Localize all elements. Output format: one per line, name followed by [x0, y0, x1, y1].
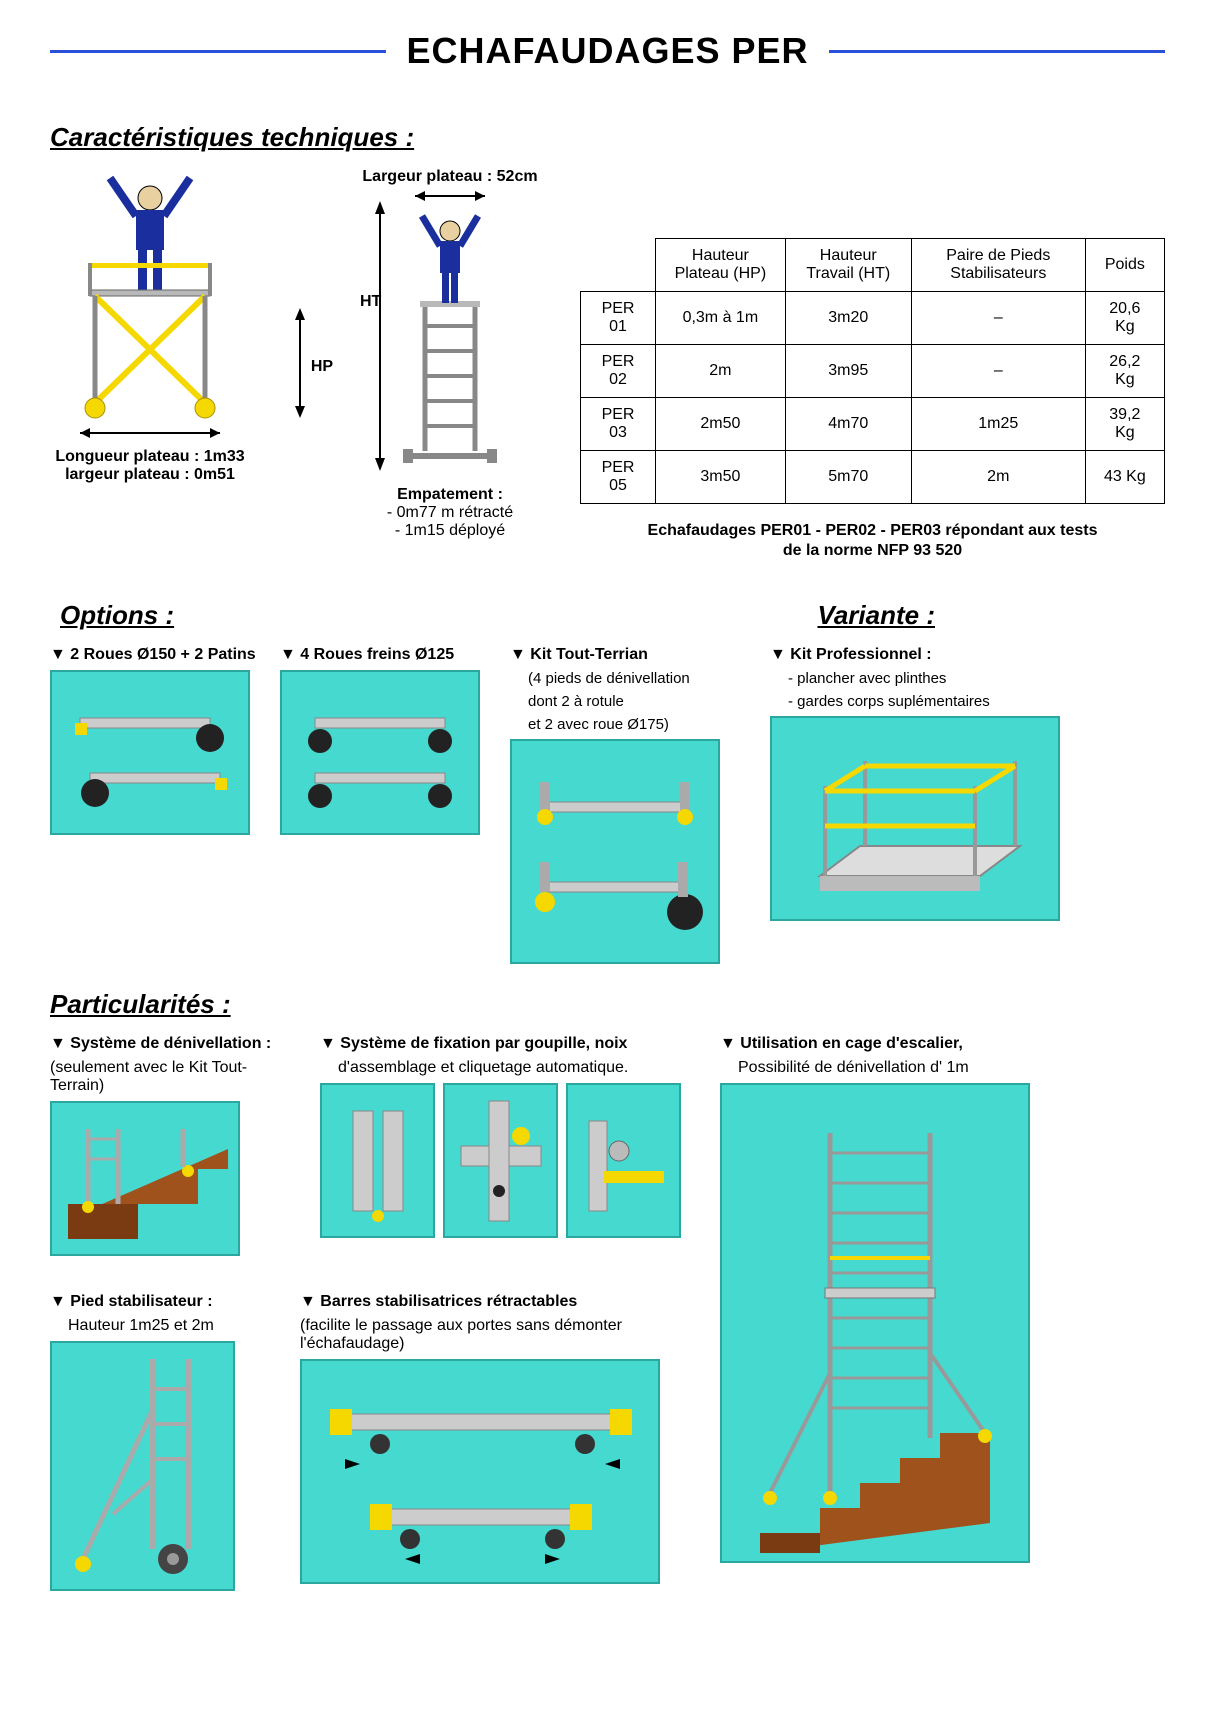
opt2-label: 4 Roues freins Ø125: [280, 646, 490, 664]
title-rule-right: [829, 50, 1165, 53]
opt2-thumb: [280, 670, 480, 835]
p2-thumb-b: [443, 1083, 558, 1238]
d2-top-label: Largeur plateau : 52cm: [362, 168, 537, 186]
options-heading: Options :: [60, 600, 174, 631]
p4-l1: Pied stabilisateur :: [50, 1293, 280, 1311]
p3-l2: Possibilité de dénivellation d' 1m: [738, 1059, 1040, 1077]
p2-thumb-c: [566, 1083, 681, 1238]
hp-svg: [60, 168, 240, 448]
norm-note-l1: Echafaudages PER01 - PER02 - PER03 répon…: [580, 522, 1165, 540]
title-rule-left: [50, 50, 386, 53]
th-stab: Paire de Pieds Stabilisateurs: [911, 239, 1085, 292]
ht-svg: HT: [360, 186, 540, 486]
opt2-svg: [290, 683, 470, 823]
table-row: PER 02 2m 3m95 – 26,2 Kg: [581, 345, 1165, 398]
partic-row-2: Pied stabilisateur : Hauteur 1m25 et 2m …: [50, 1293, 720, 1591]
length-label: Longueur plateau : 1m33: [55, 448, 244, 466]
opt3-label: Kit Tout-Terrian: [510, 646, 730, 664]
p1-l2: (seulement avec le Kit Tout-Terrain): [50, 1059, 300, 1095]
p1-svg: [58, 1109, 233, 1249]
var1-svg: [780, 726, 1050, 911]
diagram-hp: Longueur plateau : 1m33 largeur plateau …: [50, 168, 250, 484]
p2-thumb-a: [320, 1083, 435, 1238]
options-row: 2 Roues Ø150 + 2 Patins 4 Roues freins Ø…: [50, 646, 1165, 964]
p5-thumb: [300, 1359, 660, 1584]
page-title: ECHAFAUDAGES PER: [406, 30, 808, 72]
opt3-sub3: et 2 avec roue Ø175): [528, 716, 730, 733]
table-row: PER 03 2m50 4m70 1m25 39,2 Kg: [581, 398, 1165, 451]
var1-sub2: - gardes corps suplémentaires: [788, 693, 1070, 710]
th-ht: Hauteur Travail (HT): [785, 239, 911, 292]
norm-note-l2: de la norme NFP 93 520: [580, 542, 1165, 560]
table-row: PER 05 3m50 5m70 2m 43 Kg: [581, 451, 1165, 504]
hp-label: HP: [311, 358, 333, 376]
p1-thumb: [50, 1101, 240, 1256]
p4-svg: [58, 1349, 228, 1584]
th-blank: [581, 239, 656, 292]
width-label: largeur plateau : 0m51: [65, 466, 235, 484]
p2-l1: Système de fixation par goupille, noix: [320, 1035, 700, 1053]
diagram-ht: Largeur plateau : 52cm HT: [350, 168, 550, 540]
specs-heading: Caractéristiques techniques :: [50, 122, 1165, 153]
spec-table: Hauteur Plateau (HP) Hauteur Travail (HT…: [580, 238, 1165, 504]
opt1-label: 2 Roues Ø150 + 2 Patins: [50, 646, 260, 664]
p5-svg: [310, 1369, 650, 1574]
title-row: ECHAFAUDAGES PER: [50, 30, 1165, 72]
var1-sub1: - plancher avec plinthes: [788, 670, 1070, 687]
specs-row: Longueur plateau : 1m33 largeur plateau …: [50, 168, 1165, 560]
p5-l2: (facilite le passage aux portes sans dém…: [300, 1317, 720, 1353]
table-row: PER 01 0,3m à 1m 3m20 – 20,6 Kg: [581, 292, 1165, 345]
svg-text:HT: HT: [360, 293, 382, 310]
opt3-sub1: (4 pieds de dénivellation: [528, 670, 730, 687]
var1-label: Kit Professionnel :: [770, 646, 1070, 664]
p1-l1: Système de dénivellation :: [50, 1035, 300, 1053]
th-poids: Poids: [1085, 239, 1164, 292]
p3-l1: Utilisation en cage d'escalier,: [720, 1035, 1040, 1053]
p3-svg: [730, 1093, 1020, 1553]
opt3-thumb: [510, 739, 720, 964]
p4-l2: Hauteur 1m25 et 2m: [68, 1317, 280, 1335]
opt1-svg: [60, 683, 240, 823]
p4-thumb: [50, 1341, 235, 1591]
th-hp: Hauteur Plateau (HP): [656, 239, 786, 292]
empatement-label: Empatement :: [397, 486, 503, 504]
empatement-sub1: - 0m77 m rétracté: [387, 504, 513, 522]
spec-table-wrap: Hauteur Plateau (HP) Hauteur Travail (HT…: [580, 238, 1165, 560]
opt3-svg: [520, 752, 710, 952]
variante-heading: Variante :: [817, 600, 935, 631]
p5-l1: Barres stabilisatrices rétractables: [300, 1293, 720, 1311]
opt1-thumb: [50, 670, 250, 835]
var1-thumb: [770, 716, 1060, 921]
partic-heading: Particularités :: [50, 989, 1165, 1020]
p3-thumb: [720, 1083, 1030, 1563]
opt3-sub2: dont 2 à rotule: [528, 693, 730, 710]
p2-l2: d'assemblage et cliquetage automatique.: [338, 1059, 700, 1077]
hp-arrow: HP: [280, 308, 320, 436]
empatement-sub2: - 1m15 déployé: [395, 522, 505, 540]
